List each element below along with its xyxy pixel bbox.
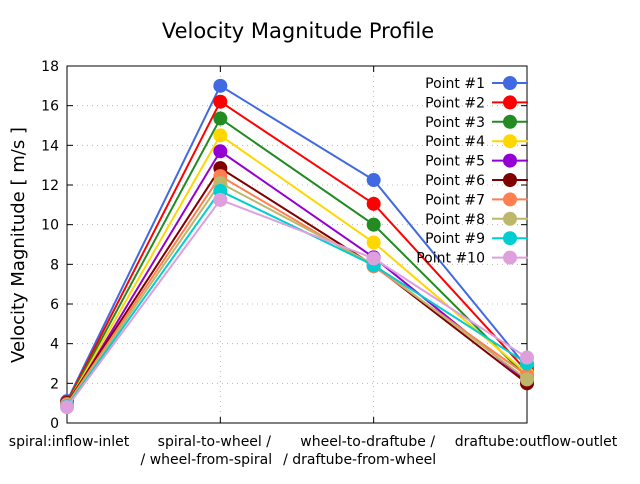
- legend-marker: [503, 250, 517, 265]
- chart-title: Velocity Magnitude Profile: [162, 19, 434, 43]
- x-tick-label: draftube:outflow-outlet: [455, 434, 618, 450]
- data-point: [213, 111, 228, 126]
- x-tick-label: / wheel-from-spiral: [141, 452, 273, 468]
- data-point: [366, 173, 381, 188]
- data-point: [520, 350, 534, 365]
- legend-marker: [503, 134, 517, 149]
- legend-label: Point #5: [425, 154, 485, 170]
- legend-marker: [503, 95, 517, 110]
- legend-label: Point #6: [425, 173, 485, 189]
- y-tick-label: 4: [50, 337, 59, 353]
- x-tick-label: / draftube-from-wheel: [283, 452, 436, 468]
- y-tick-label: 10: [41, 218, 59, 234]
- data-point: [366, 196, 381, 211]
- y-tick-label: 0: [50, 416, 59, 432]
- legend-marker: [503, 192, 517, 207]
- y-tick-label: 6: [50, 297, 59, 313]
- x-tick-label: spiral-to-wheel /: [158, 434, 272, 450]
- y-axis-label: Velocity Magnitude [ m/s ]: [8, 127, 29, 363]
- x-tick-label: spiral:inflow-inlet: [9, 434, 130, 450]
- data-point: [60, 400, 74, 415]
- legend-marker: [503, 76, 517, 90]
- plot-border: [66, 65, 528, 424]
- data-point: [213, 78, 228, 93]
- legend-label: Point #10: [416, 251, 485, 267]
- series-line: [66, 117, 528, 404]
- series-line: [66, 198, 528, 408]
- legend-label: Point #8: [425, 212, 485, 228]
- y-tick-label: 12: [41, 178, 59, 194]
- data-point: [366, 235, 381, 250]
- data-point: [213, 144, 228, 159]
- y-tick-label: 18: [41, 59, 59, 75]
- legend-marker: [503, 114, 517, 129]
- y-tick-label: 14: [41, 138, 59, 154]
- data-point: [520, 372, 534, 387]
- legend-label: Point #3: [425, 115, 485, 131]
- legend-label: Point #7: [425, 192, 485, 208]
- legend-marker: [503, 231, 517, 246]
- legend-label: Point #2: [425, 95, 485, 111]
- data-point: [213, 192, 228, 207]
- y-tick-label: 16: [41, 99, 59, 115]
- x-tick-label: wheel-to-draftube /: [300, 434, 435, 450]
- y-tick-label: 8: [50, 257, 59, 273]
- series-10: [60, 192, 534, 415]
- data-point: [213, 94, 228, 109]
- data-point: [366, 251, 381, 266]
- series-line: [66, 84, 528, 402]
- series-line: [66, 181, 528, 406]
- data-point: [366, 217, 381, 232]
- series-line: [66, 166, 528, 404]
- legend-label: Point #1: [425, 76, 485, 92]
- y-tick-label: 2: [50, 376, 59, 392]
- legend-label: Point #9: [425, 231, 485, 247]
- legend-marker: [503, 153, 517, 168]
- data-point: [213, 128, 228, 143]
- legend-marker: [503, 173, 517, 187]
- legend-label: Point #4: [425, 134, 485, 150]
- series-line: [66, 100, 528, 403]
- series-line: [66, 149, 528, 406]
- legend-marker: [503, 211, 517, 226]
